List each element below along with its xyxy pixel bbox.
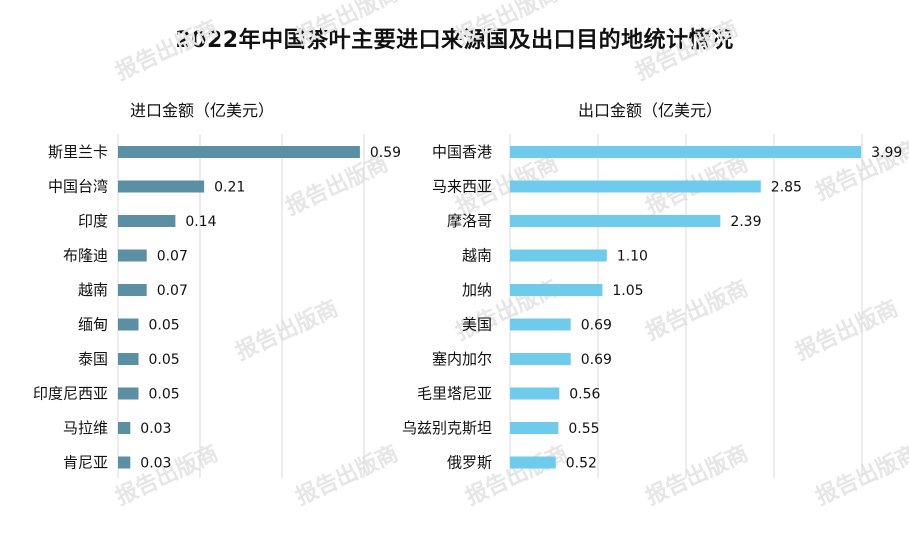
- export-bar: [510, 353, 571, 365]
- import-bar: [118, 180, 205, 193]
- import-category-label: 缅甸: [78, 316, 108, 334]
- export-category-label: 俄罗斯: [447, 454, 492, 472]
- import-bar: [118, 215, 176, 227]
- export-bar: [510, 422, 559, 434]
- export-bar: [510, 249, 607, 262]
- export-bar: [510, 180, 761, 193]
- export-bar: [510, 387, 560, 400]
- import-bar: [118, 284, 147, 296]
- export-value-label: 3.99: [871, 145, 902, 161]
- import-value-label: 0.05: [149, 318, 180, 334]
- import-value-label: 0.07: [157, 283, 188, 299]
- import-category-label: 中国台湾: [48, 178, 108, 196]
- import-value-label: 0.03: [140, 421, 171, 437]
- import-panel: 进口金额（亿美元） 斯里兰卡 0.59 中国台湾 0.21 印度 0.14 布隆迪 0.07 越南…: [33, 101, 401, 478]
- import-value-label: 0.14: [185, 214, 216, 230]
- export-value-label: 0.52: [566, 456, 597, 472]
- export-category-label: 毛里塔尼亚: [417, 385, 492, 403]
- export-value-label: 1.05: [612, 283, 643, 299]
- import-bar: [118, 422, 131, 434]
- export-category-label: 中国香港: [432, 143, 492, 161]
- export-category-label: 摩洛哥: [447, 212, 492, 230]
- export-bar: [510, 318, 571, 331]
- export-subtitle: 出口金额（亿美元）: [578, 101, 722, 120]
- import-category-label: 越南: [78, 281, 108, 299]
- export-value-label: 2.39: [730, 214, 761, 230]
- import-value-label: 0.03: [140, 456, 171, 472]
- export-value-label: 0.55: [568, 421, 599, 437]
- export-value-label: 2.85: [771, 180, 802, 196]
- import-value-label: 0.07: [157, 249, 188, 265]
- import-bar: [118, 387, 139, 400]
- import-category-label: 斯里兰卡: [48, 143, 108, 161]
- export-bar: [510, 215, 721, 227]
- import-value-label: 0.59: [370, 145, 401, 161]
- import-category-label: 泰国: [78, 350, 108, 368]
- import-subtitle: 进口金额（亿美元）: [130, 101, 274, 120]
- import-category-label: 印度尼西亚: [33, 385, 108, 403]
- export-value-label: 0.69: [581, 318, 612, 334]
- export-category-label: 越南: [462, 247, 492, 265]
- import-bar: [118, 456, 131, 469]
- export-bar: [510, 146, 862, 158]
- export-value-label: 1.10: [617, 249, 648, 265]
- export-value-label: 0.69: [581, 352, 612, 368]
- export-category-label: 美国: [462, 316, 492, 334]
- export-bar: [510, 456, 556, 469]
- chart-title: 2022年中国茶叶主要进口来源国及出口目的地统计情况: [175, 28, 734, 53]
- import-value-label: 0.21: [214, 180, 245, 196]
- import-category-label: 印度: [78, 212, 108, 230]
- export-category-label: 塞内加尔: [432, 350, 492, 368]
- import-category-label: 肯尼亚: [63, 454, 108, 472]
- import-bar: [118, 146, 360, 158]
- export-bar: [510, 284, 603, 296]
- import-bar: [118, 318, 139, 331]
- export-value-label: 0.56: [569, 387, 600, 403]
- export-category-label: 马来西亚: [432, 178, 492, 196]
- export-category-label: 加纳: [462, 281, 492, 299]
- import-category-label: 马拉维: [63, 419, 108, 437]
- import-category-label: 布隆迪: [63, 247, 108, 265]
- import-bar: [118, 353, 139, 365]
- import-bar: [118, 249, 147, 262]
- export-panel: 出口金额（亿美元） 中国香港 3.99 马来西亚 2.85 摩洛哥 2.39 越南 1.10 加纳…: [402, 101, 902, 478]
- export-category-label: 乌兹别克斯坦: [402, 419, 492, 437]
- import-value-label: 0.05: [149, 387, 180, 403]
- import-value-label: 0.05: [149, 352, 180, 368]
